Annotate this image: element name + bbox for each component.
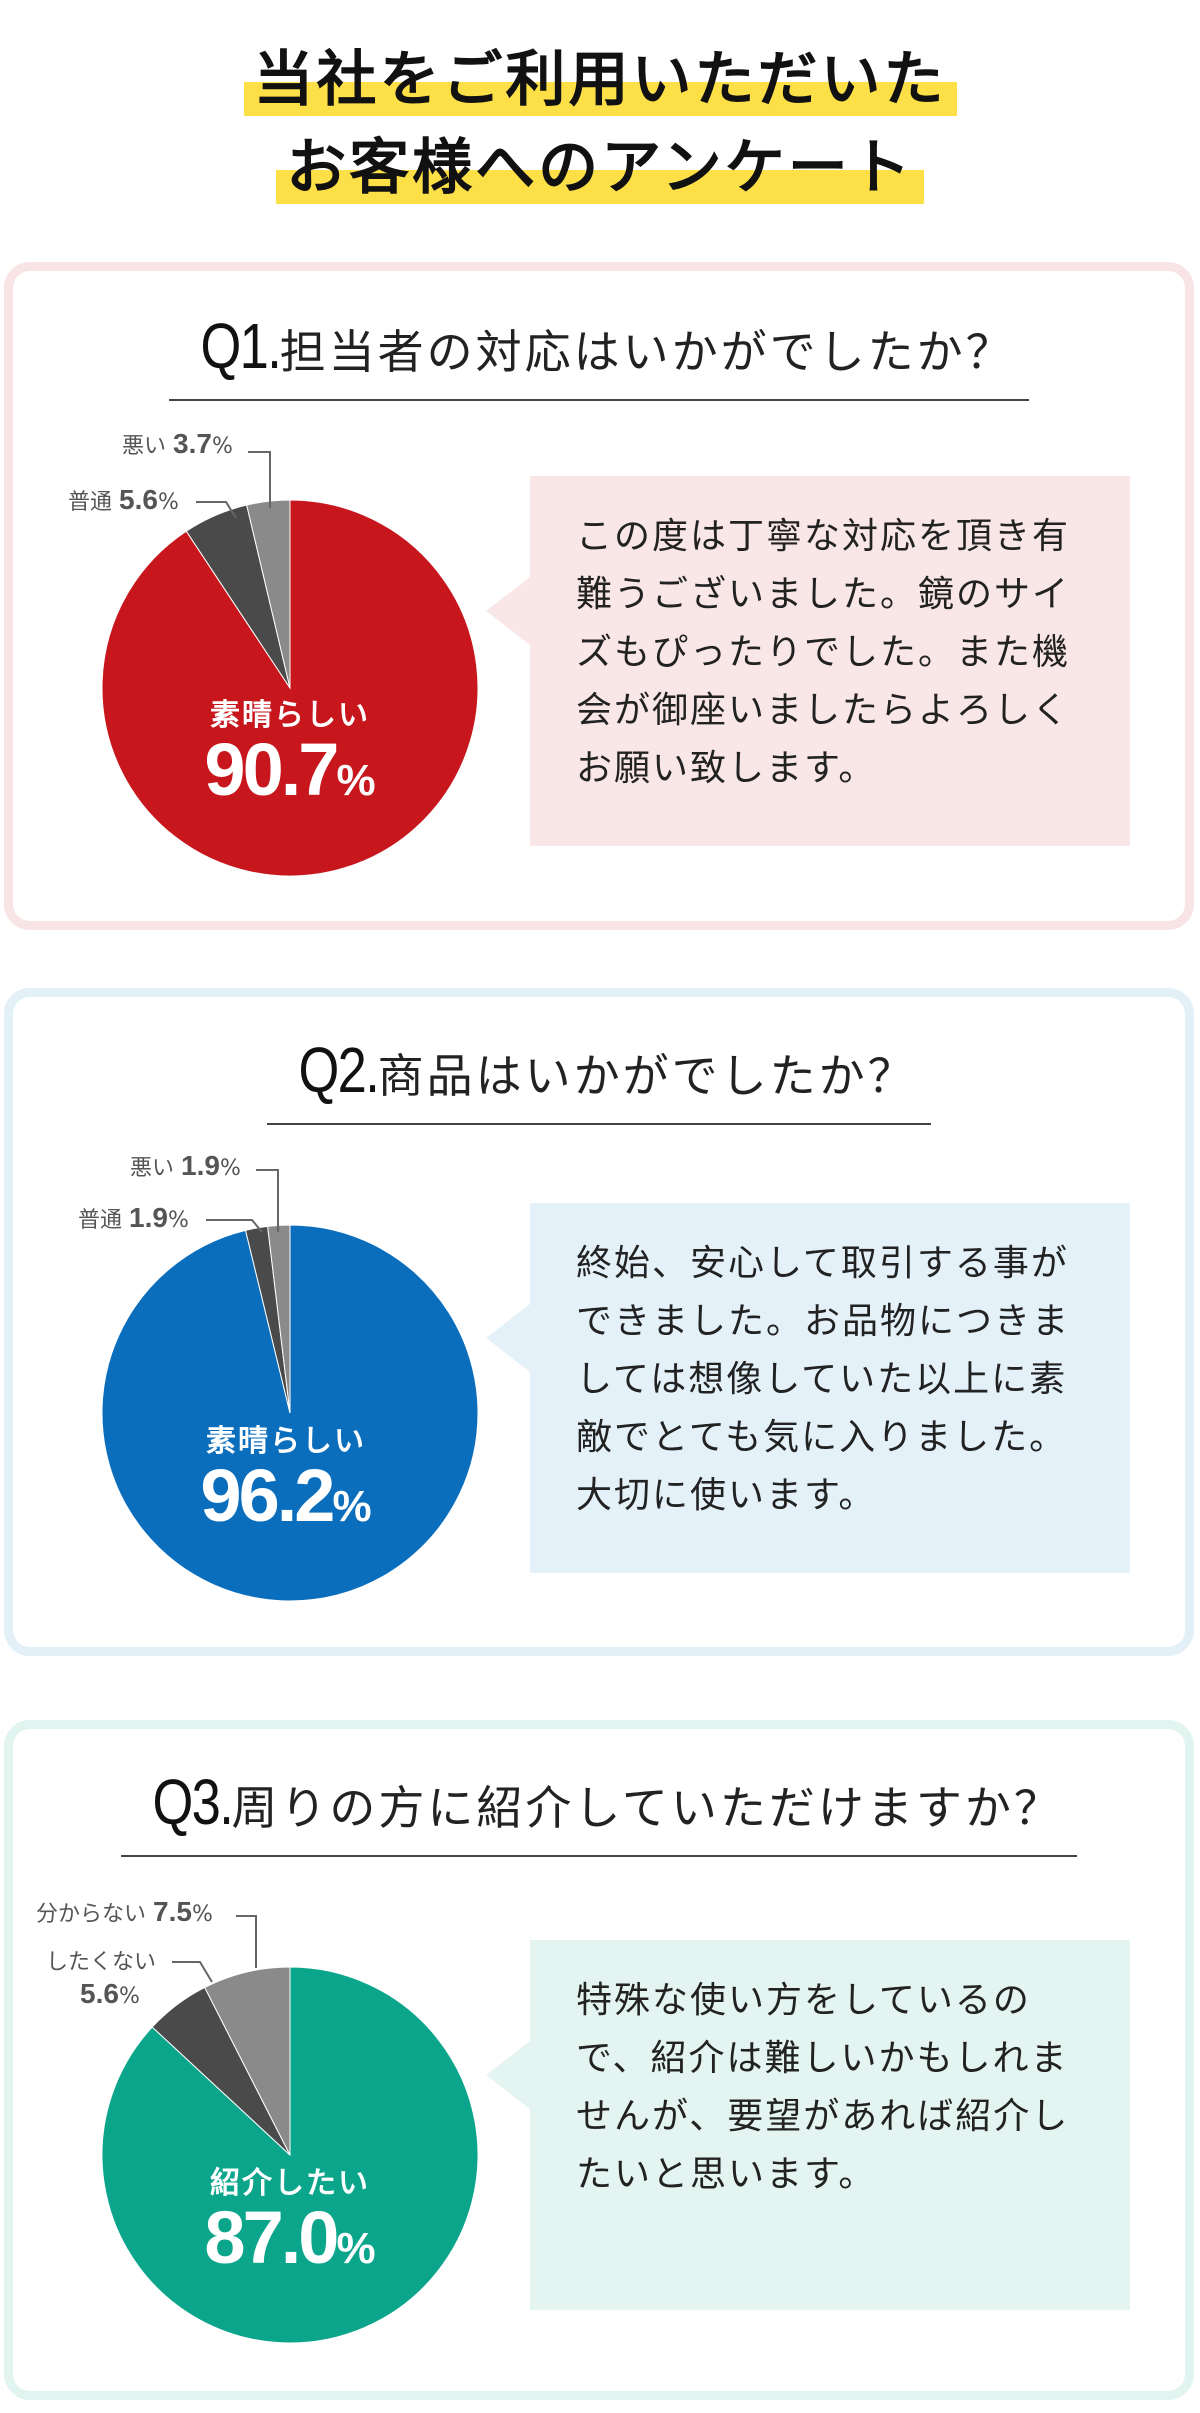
main-slice-value: 96.2% — [196, 1459, 376, 1553]
comment-text: この度は丁寧な対応を頂き有難うございました。鏡のサイズもぴったりでした。また機会… — [576, 516, 1071, 789]
slice-label-q2-normal: 普通 1.9% — [78, 1202, 189, 1234]
question-text: 周りの方に紹介していただけますか？ — [231, 1781, 1063, 1835]
main-slice-name: 素晴らしい — [210, 698, 370, 733]
main-slice-label-q3: 紹介したい 87.0% — [200, 2158, 380, 2295]
question-heading-q1: Q1. 担当者の対応はいかがでしたか？ — [13, 309, 1185, 401]
slice-label-text: したくない — [46, 1950, 157, 1975]
pie-slice-tertiary — [204, 1966, 291, 2156]
bubble-tail — [486, 1304, 530, 1372]
question-text: 担当者の対応はいかがでしたか？ — [279, 325, 1015, 379]
main-slice-value: 90.7% — [200, 733, 380, 827]
main-slice-pct: % — [336, 756, 376, 805]
comment-text: 終始、安心して取引する事ができました。お品物につきましては想像していた以上に素敵… — [576, 1243, 1071, 1516]
question-number: Q2. — [298, 1034, 380, 1106]
question-text: 商品はいかがでしたか？ — [377, 1049, 917, 1103]
slice-label-value: 1.9 — [129, 1202, 168, 1233]
bubble-box — [530, 476, 1130, 846]
slice-label-text: 普通 — [68, 490, 113, 515]
slice-label-pct: % — [211, 434, 233, 459]
comment-bubble-q1: この度は丁寧な対応を頂き有難うございました。鏡のサイズもぴったりでした。また機会… — [486, 476, 1130, 846]
slice-label-text: 悪い — [122, 434, 167, 459]
question-heading-underline: Q3. 周りの方に紹介していただけますか？ — [121, 1765, 1077, 1857]
slice-label-value: 1.9 — [181, 1150, 220, 1181]
comment-text: 特殊な使い方をしているので、紹介は難しいかもしれませんが、要望があれば紹介したい… — [576, 1980, 1070, 2195]
pie-chart-q1 — [101, 499, 479, 877]
page-title-line-2: お客様へのアンケート — [0, 128, 1200, 208]
slice-label-value: 7.5 — [153, 1896, 192, 1927]
slice-label-pct: % — [219, 1156, 241, 1181]
slice-label-text: 分からない — [36, 1902, 147, 1927]
slice-label-value: 5.6 — [119, 484, 158, 515]
slice-label-pct: % — [118, 1984, 140, 2009]
main-slice-number: 87.0 — [204, 2196, 339, 2279]
slice-label-pct: % — [167, 1208, 189, 1233]
main-slice-pct: % — [336, 2224, 376, 2273]
question-heading-q2: Q2. 商品はいかがでしたか？ — [13, 1033, 1185, 1125]
slice-label-q2-bad: 悪い 1.9% — [130, 1150, 241, 1182]
question-heading-q3: Q3. 周りの方に紹介していただけますか？ — [13, 1765, 1185, 1857]
main-slice-value: 87.0% — [200, 2201, 380, 2295]
main-slice-name: 紹介したい — [210, 2166, 370, 2201]
slice-label-text: 悪い — [130, 1156, 175, 1181]
bubble-tail — [486, 577, 530, 645]
slice-label-value: 5.6 — [80, 1978, 119, 2009]
main-slice-number: 96.2 — [200, 1454, 335, 1537]
comment-bubble-q2: 終始、安心して取引する事ができました。お品物につきましては想像していた以上に素敵… — [486, 1203, 1130, 1573]
slice-label-q3-no-value: 5.6% — [80, 1978, 140, 2010]
bubble-box — [530, 1203, 1130, 1573]
main-slice-pct: % — [332, 1482, 372, 1531]
slice-label-text: 普通 — [78, 1208, 123, 1233]
slice-label-q3-no: したくない — [46, 1944, 156, 1976]
slice-label-q3-unsure: 分からない 7.5% — [36, 1896, 213, 1928]
slice-label-q1-bad: 悪い 3.7% — [122, 428, 233, 460]
question-number: Q3. — [152, 1766, 234, 1838]
comment-bubble-q3: 特殊な使い方をしているので、紹介は難しいかもしれませんが、要望があれば紹介したい… — [486, 1940, 1130, 2310]
page-title-line-1: 当社をご利用いただいた — [0, 40, 1200, 120]
main-slice-label-q2: 素晴らしい 96.2% — [196, 1416, 376, 1553]
bubble-box — [530, 1940, 1130, 2310]
main-slice-number: 90.7 — [204, 728, 339, 811]
main-slice-label-q1: 素晴らしい 90.7% — [200, 690, 380, 827]
bubble-tail — [486, 2041, 530, 2109]
question-heading-underline: Q1. 担当者の対応はいかがでしたか？ — [169, 309, 1029, 401]
page-title-text-2: お客様へのアンケート — [276, 128, 924, 208]
slice-label-pct: % — [157, 490, 179, 515]
question-heading-underline: Q2. 商品はいかがでしたか？ — [267, 1033, 931, 1125]
slice-label-q1-normal: 普通 5.6% — [68, 484, 179, 516]
slice-label-value: 3.7 — [173, 428, 212, 459]
pie-chart-q3 — [101, 1966, 479, 2344]
pie-chart-q2 — [101, 1224, 479, 1602]
main-slice-name: 素晴らしい — [206, 1424, 366, 1459]
page-title-text-1: 当社をご利用いただいた — [243, 40, 957, 120]
slice-label-pct: % — [191, 1902, 213, 1927]
question-number: Q1. — [200, 310, 282, 382]
